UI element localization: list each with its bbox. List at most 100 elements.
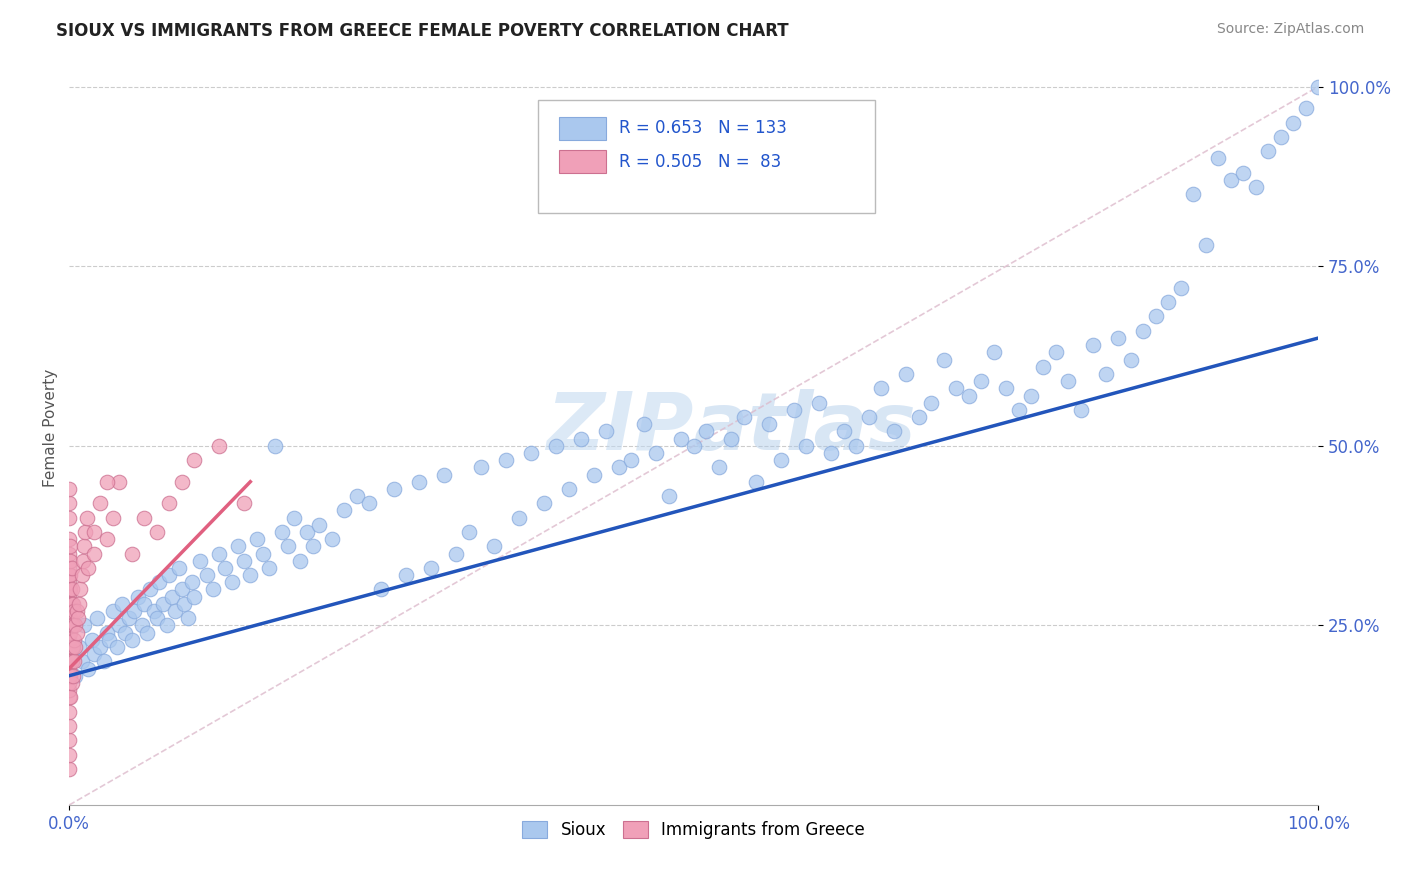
Point xyxy=(758,417,780,432)
Bar xyxy=(558,117,606,140)
Point xyxy=(66,604,89,618)
Point xyxy=(321,532,343,546)
Point xyxy=(59,554,82,568)
Point xyxy=(226,540,249,554)
Point xyxy=(607,460,630,475)
Point xyxy=(1244,180,1267,194)
Point xyxy=(63,654,86,668)
Y-axis label: Female Poverty: Female Poverty xyxy=(44,368,58,487)
Point xyxy=(62,618,84,632)
Text: R = 0.505   N =  83: R = 0.505 N = 83 xyxy=(619,153,782,170)
Point xyxy=(60,582,83,597)
Point xyxy=(1195,237,1218,252)
Point xyxy=(65,669,87,683)
Point xyxy=(58,582,80,597)
Point xyxy=(807,395,830,409)
Point xyxy=(983,345,1005,359)
Point xyxy=(83,647,105,661)
Point xyxy=(60,676,83,690)
Point xyxy=(111,597,134,611)
Point xyxy=(131,618,153,632)
Point xyxy=(139,582,162,597)
Point xyxy=(73,618,96,632)
Point xyxy=(59,640,82,654)
Point xyxy=(58,762,80,776)
Point xyxy=(495,453,517,467)
Point xyxy=(105,640,128,654)
Point xyxy=(58,669,80,683)
Point xyxy=(290,554,312,568)
Point xyxy=(86,611,108,625)
Point xyxy=(264,439,287,453)
Point xyxy=(1219,173,1241,187)
Point xyxy=(190,554,212,568)
Point xyxy=(118,611,141,625)
Point xyxy=(114,625,136,640)
Point xyxy=(858,410,880,425)
Point xyxy=(58,625,80,640)
Point xyxy=(633,417,655,432)
Point xyxy=(346,489,368,503)
Point xyxy=(1170,281,1192,295)
Point xyxy=(420,561,443,575)
Point xyxy=(295,524,318,539)
Point xyxy=(58,640,80,654)
Point xyxy=(157,496,180,510)
Point xyxy=(59,611,82,625)
Point xyxy=(233,554,256,568)
Point xyxy=(301,540,323,554)
Point xyxy=(157,568,180,582)
Point xyxy=(58,547,80,561)
Point xyxy=(62,669,84,683)
Point xyxy=(76,510,98,524)
Point xyxy=(58,747,80,762)
Point xyxy=(143,604,166,618)
Point xyxy=(96,532,118,546)
Point xyxy=(1132,324,1154,338)
Point xyxy=(582,467,605,482)
Point xyxy=(957,388,980,402)
Point xyxy=(1308,79,1330,94)
Point xyxy=(569,432,592,446)
Point xyxy=(66,625,89,640)
Point xyxy=(60,561,83,575)
Text: ZIP: ZIP xyxy=(547,389,693,467)
Point xyxy=(58,705,80,719)
Point xyxy=(167,561,190,575)
Point xyxy=(101,604,124,618)
Point xyxy=(96,625,118,640)
Point xyxy=(201,582,224,597)
Point xyxy=(546,439,568,453)
Point xyxy=(382,482,405,496)
Point xyxy=(1157,295,1180,310)
Point xyxy=(433,467,456,482)
Point xyxy=(69,582,91,597)
Point xyxy=(121,547,143,561)
Point xyxy=(58,496,80,510)
Point xyxy=(66,611,89,625)
Point xyxy=(70,654,93,668)
Point xyxy=(58,632,80,647)
Point xyxy=(645,446,668,460)
Point xyxy=(920,395,942,409)
Point xyxy=(733,410,755,425)
Point xyxy=(239,568,262,582)
Point xyxy=(59,690,82,705)
Text: Source: ZipAtlas.com: Source: ZipAtlas.com xyxy=(1216,22,1364,37)
Point xyxy=(59,625,82,640)
Point xyxy=(127,590,149,604)
Point xyxy=(208,547,231,561)
Point xyxy=(395,568,418,582)
Point xyxy=(62,597,84,611)
Point xyxy=(60,654,83,668)
Point xyxy=(58,733,80,747)
Point xyxy=(357,496,380,510)
Point xyxy=(183,453,205,467)
Point xyxy=(58,597,80,611)
Bar xyxy=(558,150,606,173)
Point xyxy=(245,532,267,546)
Point xyxy=(370,582,392,597)
Point xyxy=(907,410,929,425)
Point xyxy=(59,540,82,554)
Point xyxy=(77,661,100,675)
